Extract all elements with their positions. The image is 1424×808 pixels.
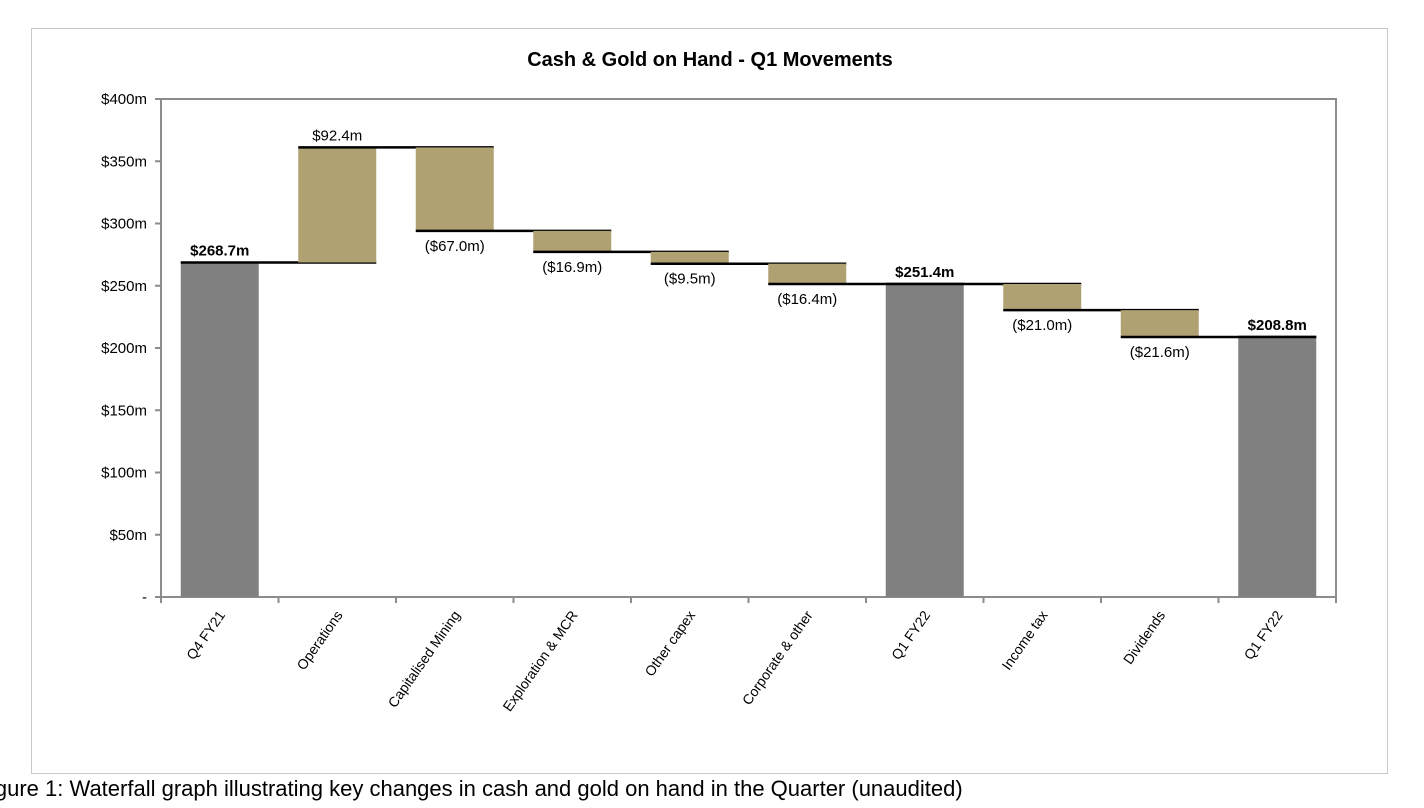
value-label: $92.4m xyxy=(312,127,362,144)
category-label: Corporate & other xyxy=(739,607,816,708)
value-label: $268.7m xyxy=(190,242,249,259)
total-bar xyxy=(180,262,259,597)
value-label: ($67.0m) xyxy=(425,238,485,255)
y-tick-label: $300m xyxy=(101,216,147,233)
value-label: ($21.0m) xyxy=(1012,317,1072,334)
value-label: $208.8m xyxy=(1248,317,1307,334)
change-bar xyxy=(298,147,377,263)
change-bar xyxy=(1003,284,1082,311)
category-label: Dividends xyxy=(1120,608,1168,668)
change-bar xyxy=(533,230,612,252)
category-label: Q1 FY22 xyxy=(888,607,933,662)
value-label: ($9.5m) xyxy=(664,271,716,288)
y-tick-label: $50m xyxy=(109,527,147,544)
total-bar xyxy=(1238,337,1317,597)
category-label: Q1 FY22 xyxy=(1240,607,1285,662)
y-tick-label: $100m xyxy=(101,465,147,482)
y-tick-label: $150m xyxy=(101,402,147,419)
y-tick-label: $250m xyxy=(101,278,147,295)
value-label: ($16.9m) xyxy=(542,259,602,276)
change-bar xyxy=(768,263,847,285)
category-label: Other capex xyxy=(641,608,698,680)
change-bar xyxy=(650,251,729,264)
category-label: Exploration & MCR xyxy=(499,608,580,715)
y-tick-label: $350m xyxy=(101,153,147,170)
chart-title: Cash & Gold on Hand - Q1 Movements xyxy=(527,49,893,71)
y-tick-label: $400m xyxy=(101,91,147,108)
change-bar xyxy=(415,147,494,231)
category-label: Operations xyxy=(293,608,345,673)
change-bar xyxy=(1120,310,1199,338)
value-label: $251.4m xyxy=(895,264,954,281)
category-label: Q4 FY21 xyxy=(183,607,228,662)
value-label: ($16.4m) xyxy=(777,291,837,308)
figure-caption: igure 1: Waterfall graph illustrating ke… xyxy=(0,776,963,801)
bars-layer xyxy=(180,146,1317,597)
y-tick-label: $200m xyxy=(101,340,147,357)
category-label: Income tax xyxy=(998,608,1050,673)
category-label: Capitalised Mining xyxy=(384,608,463,711)
y-tick-label: - xyxy=(142,589,147,606)
value-label: ($21.6m) xyxy=(1130,344,1190,361)
total-bar xyxy=(885,284,964,597)
axes: - $50m $100m $150m $200m $250m $300m $350m $400m… xyxy=(101,91,1337,715)
value-labels-layer: $268.7m $92.4m ($67.0m) ($16.9m) ($9.5m) ($16… xyxy=(190,127,1307,361)
